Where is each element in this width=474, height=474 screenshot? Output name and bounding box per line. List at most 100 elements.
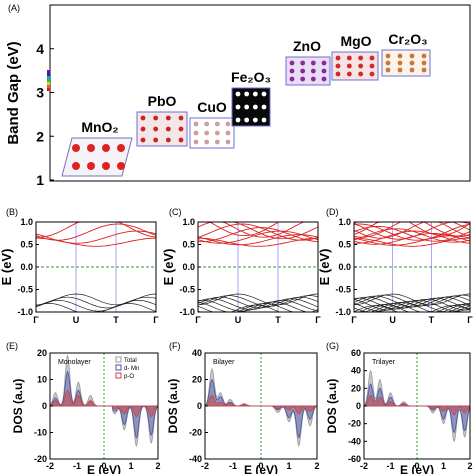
- atom-marker: [335, 55, 341, 61]
- atom-marker: [117, 162, 125, 170]
- atom-marker: [102, 162, 110, 170]
- atom-marker: [153, 115, 159, 121]
- band-xtick-label: Γ: [33, 315, 39, 325]
- atom-marker: [421, 53, 427, 59]
- atom-marker: [421, 60, 427, 66]
- bandgap-point: Cr₂O₃: [381, 31, 431, 77]
- legend-entry: d- Mn: [124, 366, 139, 372]
- atom-marker: [252, 117, 258, 123]
- atom-marker: [225, 121, 231, 127]
- atom-marker: [178, 137, 184, 143]
- dos-xtick-label: 0: [258, 461, 263, 471]
- atom-marker: [252, 104, 258, 110]
- atom-marker: [87, 144, 95, 152]
- band-ytick-label: 1.0: [338, 217, 351, 227]
- atom-marker: [358, 63, 364, 69]
- atom-marker: [193, 121, 199, 127]
- conduction-band: [198, 227, 319, 243]
- valence-band: [354, 303, 471, 313]
- band-panel-c: (C) -1.0 -0.5 0.0 0.5 1.0 Γ U T Γ E (eV): [161, 207, 321, 325]
- band-xtick-label: T: [113, 315, 119, 325]
- band-ylabel: E (eV): [317, 249, 332, 286]
- legend-swatch: [115, 356, 122, 363]
- atom-marker: [72, 144, 80, 152]
- atom-marker: [409, 53, 415, 59]
- bandgap-point-label: MgO: [340, 33, 371, 49]
- atom-marker: [214, 130, 220, 136]
- dos-annotation: Bilayer: [213, 359, 235, 366]
- dos-ytick-label: 0: [356, 401, 361, 411]
- panel-label-f: (F): [169, 341, 181, 351]
- atom-marker: [261, 104, 267, 110]
- band-ytick-label: -0.5: [335, 285, 351, 295]
- bandgap-point-label: ZnO: [293, 38, 321, 54]
- atom-marker: [261, 91, 267, 97]
- band-xtick-label: U: [235, 315, 242, 325]
- band-ytick-label: -1.0: [17, 307, 33, 317]
- atom-marker: [369, 63, 375, 69]
- atom-marker: [289, 60, 295, 66]
- atom-marker: [397, 53, 403, 59]
- band-xtick-label: U: [73, 315, 80, 325]
- bandgap-point-label: CuO: [197, 99, 227, 115]
- atom-marker: [358, 55, 364, 61]
- dos-xtick-label: 2: [155, 461, 160, 471]
- atom-marker: [244, 117, 250, 123]
- band-ytick-label: 0.0: [338, 262, 351, 272]
- band-ylabel: E (eV): [161, 249, 176, 286]
- dos-ytick-label: 20: [351, 383, 361, 393]
- bandgap-point: MnO₂: [61, 119, 133, 177]
- color-scale-swatch: [47, 85, 50, 88]
- atom-marker: [178, 115, 184, 121]
- atom-marker: [87, 162, 95, 170]
- valence-band: [353, 294, 471, 307]
- band-xtick-label: Γ: [195, 315, 201, 325]
- bandgap-y-axis: 1 2 3 4: [36, 41, 54, 188]
- dos-annotation: Monolayer: [58, 359, 91, 366]
- color-scale-swatch: [47, 73, 50, 76]
- atom-marker: [385, 67, 391, 73]
- dos-ylabel: DOS (a.u): [166, 379, 180, 434]
- atom-marker: [140, 115, 146, 121]
- atom-marker: [165, 115, 171, 121]
- bandgap-ytick-label: 4: [36, 41, 44, 57]
- valence-band: [353, 296, 471, 309]
- dos-ytick-label: -60: [348, 454, 361, 464]
- band-ytick-label: -0.5: [17, 285, 33, 295]
- atom-marker: [321, 68, 327, 74]
- valence-band: [354, 302, 471, 313]
- atom-marker: [409, 60, 415, 66]
- atom-marker: [153, 126, 159, 132]
- atom-marker: [225, 139, 231, 145]
- atom-marker: [300, 76, 306, 82]
- bandgap-point: MgO: [331, 33, 379, 81]
- color-scale-swatch: [47, 88, 50, 91]
- panel-label-c: (C): [169, 207, 182, 217]
- dos-ytick-label: -20: [189, 428, 202, 438]
- atom-marker: [193, 139, 199, 145]
- atom-marker: [321, 60, 327, 66]
- atom-marker: [252, 91, 258, 97]
- atom-marker: [335, 63, 341, 69]
- valence-band: [197, 296, 319, 309]
- band-ytick-label: 0.0: [182, 262, 195, 272]
- atom-marker: [358, 71, 364, 77]
- band-ytick-label: -0.5: [179, 285, 195, 295]
- dos-xtick-label: -1: [386, 461, 394, 471]
- atom-marker: [369, 71, 375, 77]
- atom-marker: [385, 60, 391, 66]
- bandgap-point-label: PbO: [148, 93, 177, 109]
- atom-marker: [178, 126, 184, 132]
- dos-ytick-label: -10: [34, 428, 47, 438]
- atom-marker: [153, 137, 159, 143]
- conduction-band: [354, 237, 470, 247]
- dos-ytick-label: 0: [42, 401, 47, 411]
- atom-marker: [225, 130, 231, 136]
- color-scale-swatch: [47, 76, 50, 79]
- conduction-band: [197, 234, 319, 246]
- band-xtick-label: Γ: [315, 315, 321, 325]
- panel-label-a: (A): [8, 3, 20, 13]
- dos-xtick-label: -2: [360, 461, 368, 471]
